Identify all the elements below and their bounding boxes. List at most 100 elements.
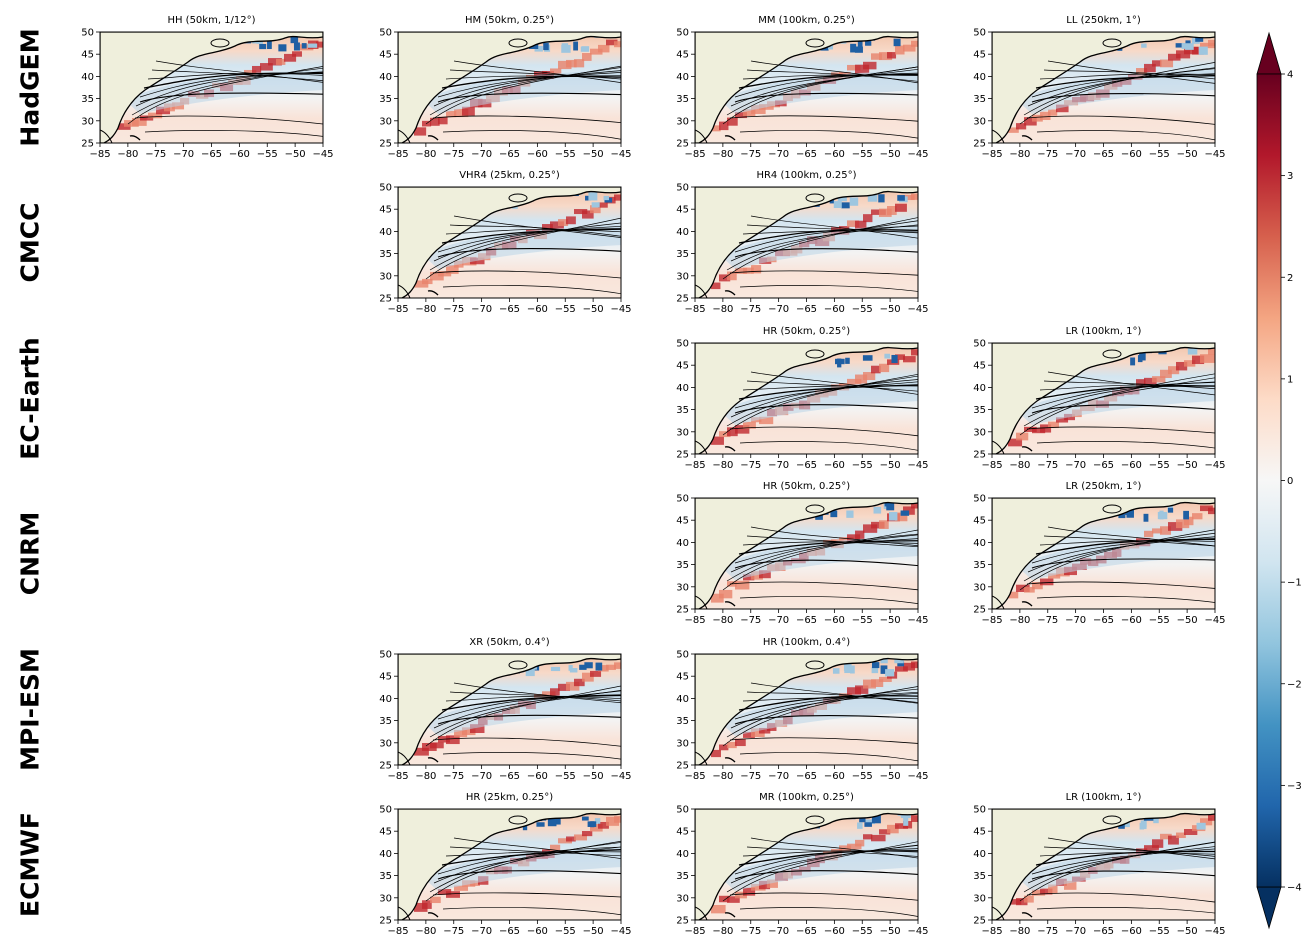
contour-line	[1043, 535, 1215, 547]
panel-title: XR (50km, 0.4°)	[469, 637, 549, 648]
map-panel: LL (250km, 1°) 25 30 35 40 45 50 −85 −80 −75 −70 −6…	[973, 15, 1225, 160]
lat-tick-label: 40	[676, 849, 689, 860]
colorbar-tick-label: −1	[1287, 578, 1302, 589]
panel-title: HR4 (100km, 0.25°)	[756, 170, 856, 181]
lat-tick-label: 25	[676, 139, 689, 150]
lon-tick-label: −60	[1121, 460, 1142, 471]
lat-tick-label: 30	[379, 738, 392, 749]
panel-title: HH (50km, 1/12°)	[167, 15, 255, 26]
lat-tick-label: 40	[676, 383, 689, 394]
lon-tick-label: −55	[852, 460, 873, 471]
panel-title: HR (50km, 0.25°)	[763, 326, 850, 337]
contour-line	[726, 220, 918, 271]
contour-line	[445, 229, 621, 235]
map-panel: HR (50km, 0.25°) 25 30 35 40 45 50 −85 −80 −75 −70…	[676, 481, 928, 626]
panel-title: VHR4 (25km, 0.25°)	[459, 170, 560, 181]
map-panel: LR (100km, 1°) 25 30 35 40 45 50 −85 −80 −75 −70 −6…	[973, 326, 1225, 471]
lon-tick-label: −45	[1204, 460, 1225, 471]
contour-line	[726, 534, 918, 582]
lon-tick-label: −45	[907, 615, 928, 626]
lon-tick-label: −75	[740, 771, 761, 782]
lon-tick-label: −75	[740, 615, 761, 626]
lat-tick-label: 30	[81, 116, 94, 127]
lon-tick-label: −60	[824, 304, 845, 315]
lat-tick-label: 50	[379, 650, 392, 661]
lat-tick-label: 50	[973, 805, 986, 816]
lon-tick-label: −50	[880, 304, 901, 315]
lat-tick-label: 40	[676, 227, 689, 238]
contour-line	[1023, 377, 1215, 427]
panel-title: LL (250km, 1°)	[1066, 15, 1141, 26]
lon-tick-label: −50	[880, 771, 901, 782]
lat-tick-label: 30	[973, 116, 986, 127]
contour-line	[147, 72, 323, 80]
lat-tick-label: 45	[379, 205, 392, 216]
lon-tick-label: −85	[387, 304, 408, 315]
land-mass	[100, 32, 323, 143]
lat-tick-label: 35	[379, 871, 392, 882]
row-label-cmcc: CMCC	[16, 203, 45, 283]
lon-tick-label: −65	[1093, 926, 1114, 937]
lat-tick-label: 35	[676, 94, 689, 105]
lon-tick-label: −55	[852, 771, 873, 782]
contour-line	[453, 837, 621, 859]
lat-tick-label: 40	[676, 538, 689, 549]
contour-line	[155, 60, 323, 83]
colorbar-tick-label: −4	[1287, 883, 1302, 894]
colorbar: −4 −3 −2 −1 0 1 2 3 4	[1256, 31, 1302, 930]
lon-tick-label: −50	[285, 149, 306, 160]
land-mass	[695, 498, 918, 609]
lat-tick-label: 30	[676, 582, 689, 593]
land-mass	[398, 654, 621, 765]
lon-tick-label: −45	[610, 149, 631, 160]
contour-line	[742, 74, 918, 80]
lon-tick-label: −70	[1065, 460, 1086, 471]
contour-line	[1035, 538, 1215, 555]
lon-tick-label: −45	[1204, 615, 1225, 626]
colorbar-tick-label: 0	[1287, 476, 1293, 487]
land-mass	[398, 809, 621, 920]
lat-tick-label: 45	[973, 827, 986, 838]
lat-tick-label: 45	[973, 516, 986, 527]
lat-tick-label: 40	[379, 227, 392, 238]
lon-tick-label: −55	[1149, 460, 1170, 471]
lat-tick-label: 30	[379, 116, 392, 127]
contour-line	[449, 69, 621, 80]
lon-tick-label: −50	[1177, 615, 1198, 626]
lat-tick-label: 45	[973, 50, 986, 61]
lon-tick-label: −50	[880, 615, 901, 626]
contour-line	[1035, 385, 1215, 400]
lat-tick-label: 25	[973, 139, 986, 150]
lon-tick-label: −45	[907, 926, 928, 937]
lon-tick-label: −75	[443, 771, 464, 782]
lon-tick-label: −60	[527, 771, 548, 782]
lon-tick-label: −55	[852, 615, 873, 626]
lon-tick-label: −80	[1009, 460, 1030, 471]
lon-tick-label: −70	[768, 304, 789, 315]
lon-tick-label: −80	[712, 926, 733, 937]
contour-line	[1043, 380, 1215, 390]
lon-tick-label: −50	[880, 926, 901, 937]
contour-line	[1031, 381, 1215, 409]
lon-tick-label: −45	[1204, 926, 1225, 937]
lat-tick-label: 30	[379, 271, 392, 282]
lon-tick-label: −75	[1037, 615, 1058, 626]
contour-line	[742, 850, 918, 857]
lat-tick-label: 25	[973, 916, 986, 927]
lat-tick-label: 30	[676, 893, 689, 904]
contour-line	[425, 685, 621, 747]
lon-tick-label: −85	[89, 149, 110, 160]
contour-line	[746, 691, 918, 703]
contour-line	[750, 215, 918, 239]
contour-line	[445, 851, 621, 857]
contour-line	[441, 849, 621, 866]
colorbar-extend-min	[1256, 886, 1282, 930]
lon-tick-label: −80	[415, 771, 436, 782]
lon-tick-label: −85	[387, 771, 408, 782]
lon-tick-label: −70	[768, 771, 789, 782]
panel-title: HM (50km, 0.25°)	[465, 15, 554, 26]
contour-line	[1043, 846, 1215, 857]
colorbar-extend-max	[1256, 31, 1282, 75]
lon-tick-label: −55	[555, 771, 576, 782]
land-mass	[695, 809, 918, 920]
